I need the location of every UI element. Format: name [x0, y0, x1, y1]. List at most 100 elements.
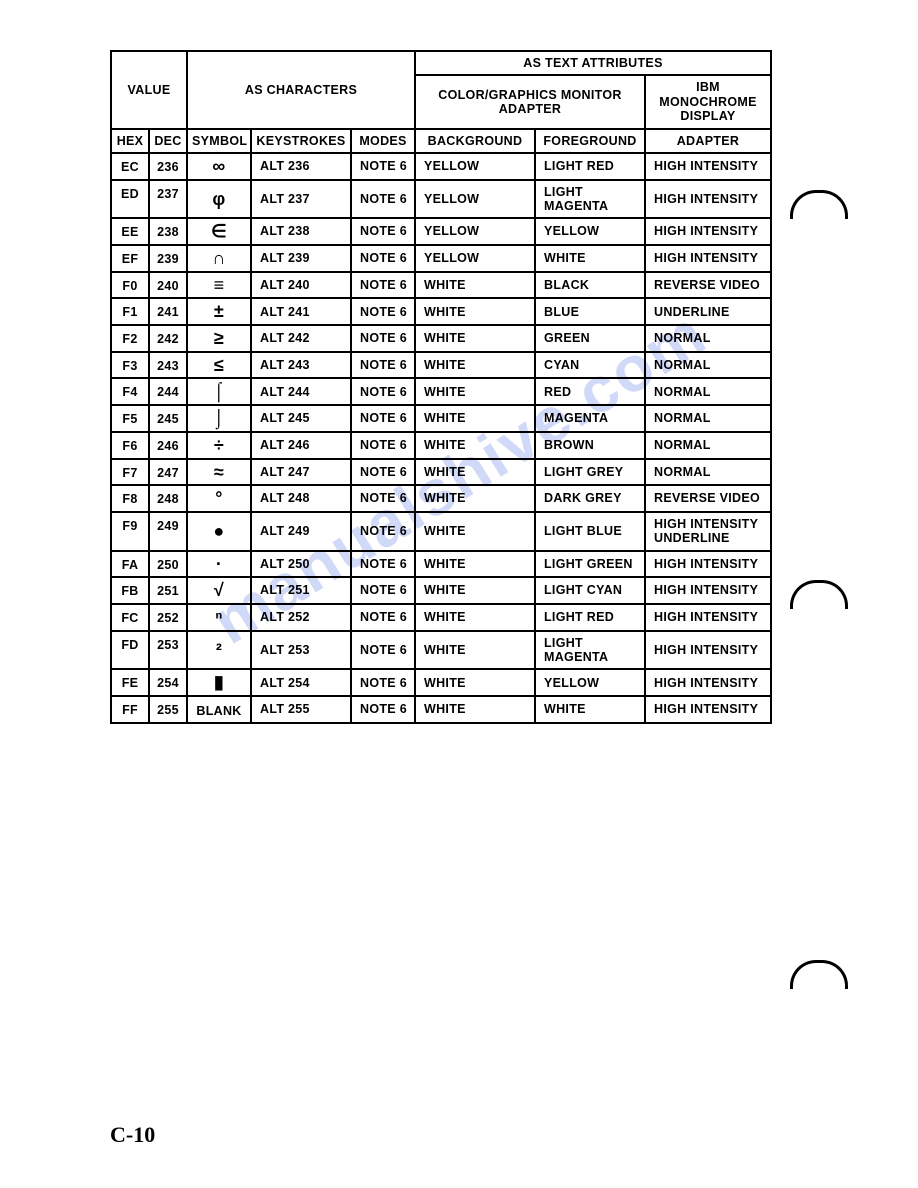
cell-hex: F3 — [111, 352, 149, 379]
cell-dec: 246 — [149, 432, 187, 459]
cell-fg: WHITE — [535, 245, 645, 272]
cell-modes: NOTE 6 — [351, 432, 415, 459]
cell-dec: 247 — [149, 459, 187, 486]
cell-keystrokes: ALT 252 — [251, 604, 351, 631]
header-as-characters: AS CHARACTERS — [187, 51, 415, 129]
cell-modes: NOTE 6 — [351, 669, 415, 696]
table-row: F4244⌠ALT 244NOTE 6WHITEREDNORMAL — [111, 378, 771, 405]
cell-dec: 250 — [149, 551, 187, 578]
cell-fg: LIGHT CYAN — [535, 577, 645, 604]
cell-keystrokes: ALT 253 — [251, 631, 351, 670]
table-row: FB251√ALT 251NOTE 6WHITELIGHT CYANHIGH I… — [111, 577, 771, 604]
cell-hex: FD — [111, 631, 149, 670]
cell-modes: NOTE 6 — [351, 153, 415, 180]
cell-mono: HIGH INTENSITY — [645, 604, 771, 631]
table-row: F2242≥ALT 242NOTE 6WHITEGREENNORMAL — [111, 325, 771, 352]
cell-fg: YELLOW — [535, 218, 645, 245]
cell-bg: YELLOW — [415, 218, 535, 245]
table-row: EE238∈ALT 238NOTE 6YELLOWYELLOWHIGH INTE… — [111, 218, 771, 245]
cell-modes: NOTE 6 — [351, 551, 415, 578]
cell-fg: BLACK — [535, 272, 645, 299]
cell-fg: LIGHT MAGENTA — [535, 180, 645, 219]
cell-fg: LIGHT RED — [535, 604, 645, 631]
header-adapter: ADAPTER — [645, 129, 771, 153]
cell-modes: NOTE 6 — [351, 352, 415, 379]
cell-mono: REVERSE VIDEO — [645, 485, 771, 512]
cell-dec: 254 — [149, 669, 187, 696]
cell-keystrokes: ALT 237 — [251, 180, 351, 219]
header-hex: HEX — [111, 129, 149, 153]
cell-keystrokes: ALT 248 — [251, 485, 351, 512]
cell-keystrokes: ALT 244 — [251, 378, 351, 405]
cell-fg: DARK GREY — [535, 485, 645, 512]
cell-fg: RED — [535, 378, 645, 405]
cell-keystrokes: ALT 254 — [251, 669, 351, 696]
cell-mono: HIGH INTENSITY — [645, 153, 771, 180]
table-row: FE254▮ALT 254NOTE 6WHITEYELLOWHIGH INTEN… — [111, 669, 771, 696]
table-row: F6246÷ALT 246NOTE 6WHITEBROWNNORMAL — [111, 432, 771, 459]
cell-bg: YELLOW — [415, 153, 535, 180]
cell-dec: 236 — [149, 153, 187, 180]
cell-mono: HIGH INTENSITY — [645, 245, 771, 272]
cell-hex: EC — [111, 153, 149, 180]
cell-dec: 252 — [149, 604, 187, 631]
table-row: F7247≈ALT 247NOTE 6WHITELIGHT GREYNORMAL — [111, 459, 771, 486]
cell-symbol: ▮ — [187, 669, 251, 696]
binding-mark-icon — [790, 580, 848, 609]
binding-mark-icon — [790, 190, 848, 219]
cell-modes: NOTE 6 — [351, 298, 415, 325]
cell-bg: WHITE — [415, 669, 535, 696]
cell-symbol: ² — [187, 631, 251, 670]
cell-modes: NOTE 6 — [351, 604, 415, 631]
cell-bg: WHITE — [415, 577, 535, 604]
cell-mono: HIGH INTENSITY UNDERLINE — [645, 512, 771, 551]
cell-bg: WHITE — [415, 459, 535, 486]
cell-dec: 237 — [149, 180, 187, 219]
cell-dec: 239 — [149, 245, 187, 272]
header-background: BACKGROUND — [415, 129, 535, 153]
cell-symbol: ⌠ — [187, 378, 251, 405]
cell-bg: WHITE — [415, 272, 535, 299]
cell-bg: WHITE — [415, 298, 535, 325]
cell-mono: NORMAL — [645, 378, 771, 405]
cell-fg: WHITE — [535, 696, 645, 723]
cell-hex: F6 — [111, 432, 149, 459]
cell-hex: F1 — [111, 298, 149, 325]
cell-hex: FF — [111, 696, 149, 723]
cell-dec: 251 — [149, 577, 187, 604]
cell-hex: EF — [111, 245, 149, 272]
header-value: VALUE — [111, 51, 187, 129]
cell-bg: WHITE — [415, 604, 535, 631]
cell-mono: HIGH INTENSITY — [645, 631, 771, 670]
cell-hex: F4 — [111, 378, 149, 405]
table-row: F1241±ALT 241NOTE 6WHITEBLUEUNDERLINE — [111, 298, 771, 325]
cell-hex: FE — [111, 669, 149, 696]
cell-mono: NORMAL — [645, 459, 771, 486]
cell-symbol: ● — [187, 512, 251, 551]
cell-symbol: ≡ — [187, 272, 251, 299]
header-modes: MODES — [351, 129, 415, 153]
cell-bg: WHITE — [415, 485, 535, 512]
cell-modes: NOTE 6 — [351, 245, 415, 272]
cell-keystrokes: ALT 249 — [251, 512, 351, 551]
table-row: F8248°ALT 248NOTE 6WHITEDARK GREYREVERSE… — [111, 485, 771, 512]
cell-hex: F2 — [111, 325, 149, 352]
table-row: FF255BLANKALT 255NOTE 6WHITEWHITEHIGH IN… — [111, 696, 771, 723]
cell-dec: 253 — [149, 631, 187, 670]
cell-symbol: ∞ — [187, 153, 251, 180]
cell-modes: NOTE 6 — [351, 405, 415, 432]
binding-mark-icon — [790, 960, 848, 989]
cell-mono: HIGH INTENSITY — [645, 551, 771, 578]
cell-symbol: ≈ — [187, 459, 251, 486]
cell-modes: NOTE 6 — [351, 577, 415, 604]
cell-symbol: · — [187, 551, 251, 578]
cell-symbol: ≤ — [187, 352, 251, 379]
cell-bg: WHITE — [415, 378, 535, 405]
cell-symbol: ∩ — [187, 245, 251, 272]
cell-keystrokes: ALT 255 — [251, 696, 351, 723]
cell-fg: BROWN — [535, 432, 645, 459]
header-keystrokes: KEYSTROKES — [251, 129, 351, 153]
cell-mono: HIGH INTENSITY — [645, 669, 771, 696]
header-as-text-attributes: AS TEXT ATTRIBUTES — [415, 51, 771, 75]
cell-mono: NORMAL — [645, 352, 771, 379]
